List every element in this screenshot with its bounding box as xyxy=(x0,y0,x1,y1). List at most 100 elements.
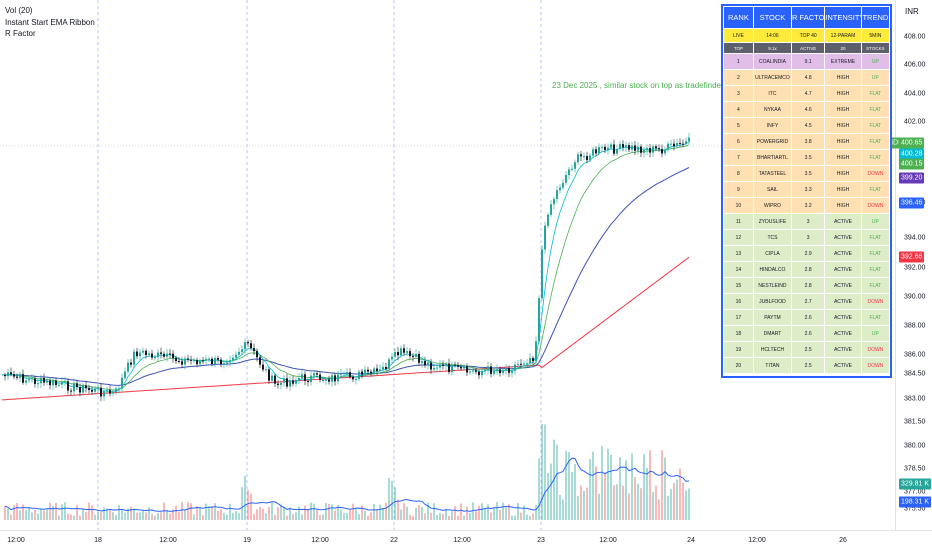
last-value-tag: 400.28 xyxy=(899,148,925,160)
candle-body xyxy=(640,146,642,153)
price-axis-label: 394.00 xyxy=(904,234,926,242)
stock-cell: COALINDIA xyxy=(752,53,793,70)
price-axis-label: 386.00 xyxy=(904,351,926,359)
candle-body xyxy=(241,349,243,352)
volume-bar xyxy=(241,487,243,520)
table-row: 13 CIPLA 2.9 ACTIVE FLAT xyxy=(723,245,891,262)
candle-body xyxy=(649,148,651,153)
price-axis[interactable]: 408.00406.00404.00402.00396.00394.00392.… xyxy=(895,0,932,530)
volume-bar xyxy=(667,495,669,520)
rank-cell: 10 xyxy=(723,197,754,214)
time-axis-label: 26 xyxy=(839,537,847,544)
candle-body xyxy=(442,364,444,366)
candle-body xyxy=(238,351,240,355)
time-axis[interactable]: 12:00 18 12:00 19 12:00 22 12:00 23 12:00 24 12:00… xyxy=(0,530,932,551)
currency-label[interactable]: INR xyxy=(905,7,919,16)
rank-cell: 3 xyxy=(723,85,754,102)
legend-rfactor[interactable]: R Factor xyxy=(5,29,36,38)
candle-body xyxy=(292,380,294,384)
volume-bar xyxy=(619,457,621,520)
volume-bar xyxy=(199,506,201,520)
volume-bar xyxy=(514,515,516,520)
volume-bar xyxy=(655,485,657,520)
table-row: 11 ZYDUSLIFE 3 ACTIVE UP xyxy=(723,213,891,230)
candle-body xyxy=(289,380,291,387)
volume-bar xyxy=(181,502,183,520)
volume-bar xyxy=(259,506,261,520)
volume-bar xyxy=(109,509,111,520)
stock-cell: NESTLEIND xyxy=(752,277,793,294)
volume-bar xyxy=(406,506,408,520)
volume-bar xyxy=(676,479,678,520)
trend-cell: FLAT xyxy=(860,245,891,262)
last-value-tag: 400.15 xyxy=(899,158,925,170)
rfactor-cell: 2.6 xyxy=(791,309,826,326)
candle-body xyxy=(262,364,264,370)
candle-body xyxy=(448,363,450,373)
candle-body xyxy=(199,360,201,365)
candle-body xyxy=(175,357,177,362)
volume-bar xyxy=(331,504,333,520)
volume-bar xyxy=(511,515,513,520)
chart-annotation[interactable]: 23 Dec 2025 , similar stock on top as tr… xyxy=(552,81,724,90)
volume-bar xyxy=(382,507,384,520)
table-row: 14 HINDALCO 2.8 ACTIVE FLAT xyxy=(723,261,891,278)
table-row: 9 SAIL 3.3 HIGH FLAT xyxy=(723,181,891,198)
volume-bar xyxy=(223,512,225,520)
volume-bar xyxy=(325,503,327,520)
legend-volume[interactable]: Vol (20) xyxy=(5,6,33,15)
price-chart[interactable] xyxy=(0,0,895,530)
volume-bar xyxy=(145,512,147,520)
candle-body xyxy=(250,343,252,349)
candle-body xyxy=(307,380,309,382)
volume-bar xyxy=(469,513,471,520)
volume-bar xyxy=(463,515,465,520)
volume-bar xyxy=(37,513,39,520)
intensity-cell: ACTIVE xyxy=(824,261,862,278)
volume-histogram xyxy=(4,423,690,520)
volume-bar xyxy=(46,509,48,520)
ema-fast-line xyxy=(1,141,690,393)
volume-bar xyxy=(256,509,258,520)
volume-bar xyxy=(118,505,120,520)
rank-cell: 11 xyxy=(723,213,754,230)
candle-body xyxy=(631,145,633,150)
stock-cell: TITAN xyxy=(752,357,793,374)
volume-bar xyxy=(490,512,492,520)
candle-body xyxy=(22,374,24,383)
rfactor-cell: 2.5 xyxy=(791,341,826,358)
table-row: 10 WIPRO 3.2 HIGH DOWN xyxy=(723,197,891,214)
candle-body xyxy=(430,362,432,370)
table-row: 6 POWERGRID 3.8 HIGH FLAT xyxy=(723,133,891,150)
volume-bar xyxy=(154,515,156,520)
trend-cell: DOWN xyxy=(860,341,891,358)
rfactor-cell: 2.8 xyxy=(791,277,826,294)
volume-bar xyxy=(337,504,339,520)
candle-body xyxy=(226,362,228,364)
table-row: 19 HCLTECH 2.5 ACTIVE DOWN xyxy=(723,341,891,358)
candle-body xyxy=(397,352,399,356)
candle-body xyxy=(70,390,72,392)
stock-cell: WIPRO xyxy=(752,197,793,214)
volume-bar xyxy=(121,509,123,520)
volume-bar xyxy=(295,512,297,520)
candle-body xyxy=(334,375,336,382)
volume-bar xyxy=(67,513,69,520)
candle-body xyxy=(301,374,303,378)
volume-bar xyxy=(535,505,537,520)
candle-body xyxy=(208,358,210,360)
volume-bar xyxy=(379,504,381,520)
volume-bar xyxy=(433,503,435,520)
stock-cell: HCLTECH xyxy=(752,341,793,358)
candle-body xyxy=(25,380,27,383)
legend-ema-ribbon[interactable]: Instant Start EMA Ribbon xyxy=(5,17,95,27)
time-axis-label: 24 xyxy=(687,537,695,544)
rank-cell: 9 xyxy=(723,181,754,198)
rfactor-cell: 2.6 xyxy=(791,325,826,342)
volume-bar xyxy=(400,509,402,520)
candle-body xyxy=(676,142,678,147)
candle-body xyxy=(376,368,378,372)
candle-body xyxy=(364,369,366,375)
candle-body xyxy=(184,358,186,365)
volume-bar xyxy=(328,503,330,520)
